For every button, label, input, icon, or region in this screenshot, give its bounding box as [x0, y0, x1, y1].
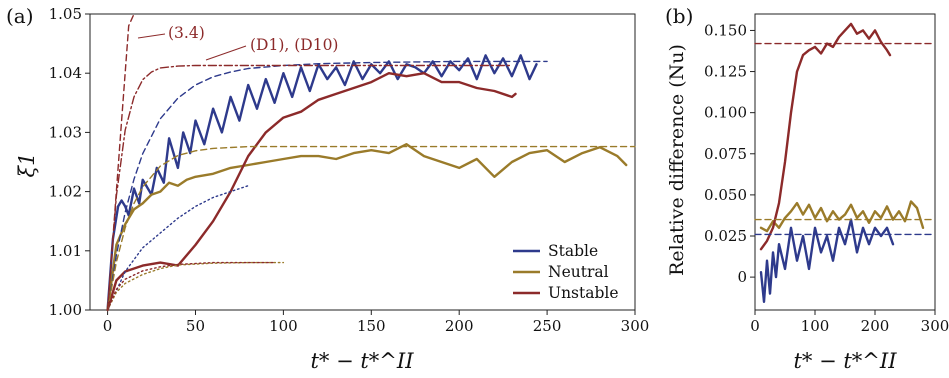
- y-tick-label: 1.03: [49, 123, 82, 141]
- panel-b-label: (b): [665, 4, 693, 28]
- panel-a-xlabel: t* − t*^II: [310, 349, 414, 373]
- model-dashdot-line: [106, 64, 513, 311]
- x-tick-label: 250: [533, 317, 562, 335]
- y-tick-label: 1.01: [49, 242, 82, 260]
- x-tick-label: 200: [861, 317, 890, 335]
- x-tick-label: 150: [357, 317, 386, 335]
- model-dotted-line: [106, 261, 276, 311]
- y-tick-label: 0.100: [704, 104, 747, 122]
- model-dotted-line: [106, 184, 249, 311]
- x-tick-label: 0: [750, 317, 760, 335]
- panel-a-ticks: 0 50 100 150 200 250 300 1.00 1.01 1.02 1.03 1.04 1.…: [49, 5, 650, 335]
- panel-b-ticks: 0 100 200 300 0 0.025 0.050 0.075 0.100 0.125 0.15…: [704, 21, 949, 335]
- unstable-solid-line: [106, 71, 517, 312]
- panel-a-frame: [89, 13, 636, 311]
- stable-solid-line: [106, 54, 538, 312]
- x-tick-label: 300: [921, 317, 949, 335]
- neutral-solid-line: [106, 142, 628, 312]
- panel-b-ylabel: Relative difference (Nu): [666, 44, 688, 276]
- panel-a-ylabel: ξ1: [15, 153, 39, 178]
- annotation-d1-d10: (D1), (D10): [250, 36, 338, 54]
- y-tick-label: 0.125: [704, 63, 747, 81]
- legend-label-neutral: Neutral: [548, 263, 609, 281]
- y-tick-label: 0.075: [704, 145, 747, 163]
- legend-label-unstable: Unstable: [548, 284, 619, 302]
- y-tick-label: 0.150: [704, 21, 747, 39]
- panel-b-frame: [754, 13, 936, 311]
- annotation-3-4-arrow: [137, 33, 166, 39]
- x-tick-label: 0: [103, 317, 113, 335]
- model-dotted-line: [106, 261, 285, 311]
- x-tick-label: 50: [186, 317, 205, 335]
- panel-b: (b) 0 100 200 300 0 0.025 0.050 0.075 0.100 0.125…: [665, 4, 949, 373]
- y-tick-label: 1.00: [49, 301, 82, 319]
- y-tick-label: 0.025: [704, 227, 747, 245]
- x-tick-label: 300: [621, 317, 650, 335]
- y-tick-label: 0: [737, 268, 747, 286]
- x-tick-label: 100: [801, 317, 830, 335]
- model-dashed-line: [106, 60, 548, 311]
- stable-solid-line: [759, 218, 895, 303]
- legend-label-stable: Stable: [548, 242, 598, 260]
- panel-a-series: [106, 13, 636, 312]
- y-tick-label: 0.050: [704, 186, 747, 204]
- model-dashed-line: [106, 145, 636, 311]
- annotation-d1-d10-arrow: [205, 45, 247, 61]
- y-tick-label: 1.04: [49, 64, 82, 82]
- neutral-solid-line: [759, 200, 925, 233]
- x-tick-label: 200: [445, 317, 474, 335]
- panel-b-series: [754, 22, 936, 303]
- annotation-3-4: (3.4): [168, 24, 205, 42]
- panel-a: (a) 0 50 100 150 200 250 300 1.00 1.01 1.02 1.03 1.…: [6, 4, 649, 373]
- legend: Stable Neutral Unstable: [513, 242, 619, 302]
- panel-a-label: (a): [6, 4, 34, 28]
- x-tick-label: 100: [269, 317, 298, 335]
- panel-b-xlabel: t* − t*^II: [793, 349, 897, 373]
- model-dashed-line: [106, 13, 135, 311]
- y-tick-label: 1.02: [49, 183, 82, 201]
- y-tick-label: 1.05: [49, 5, 82, 23]
